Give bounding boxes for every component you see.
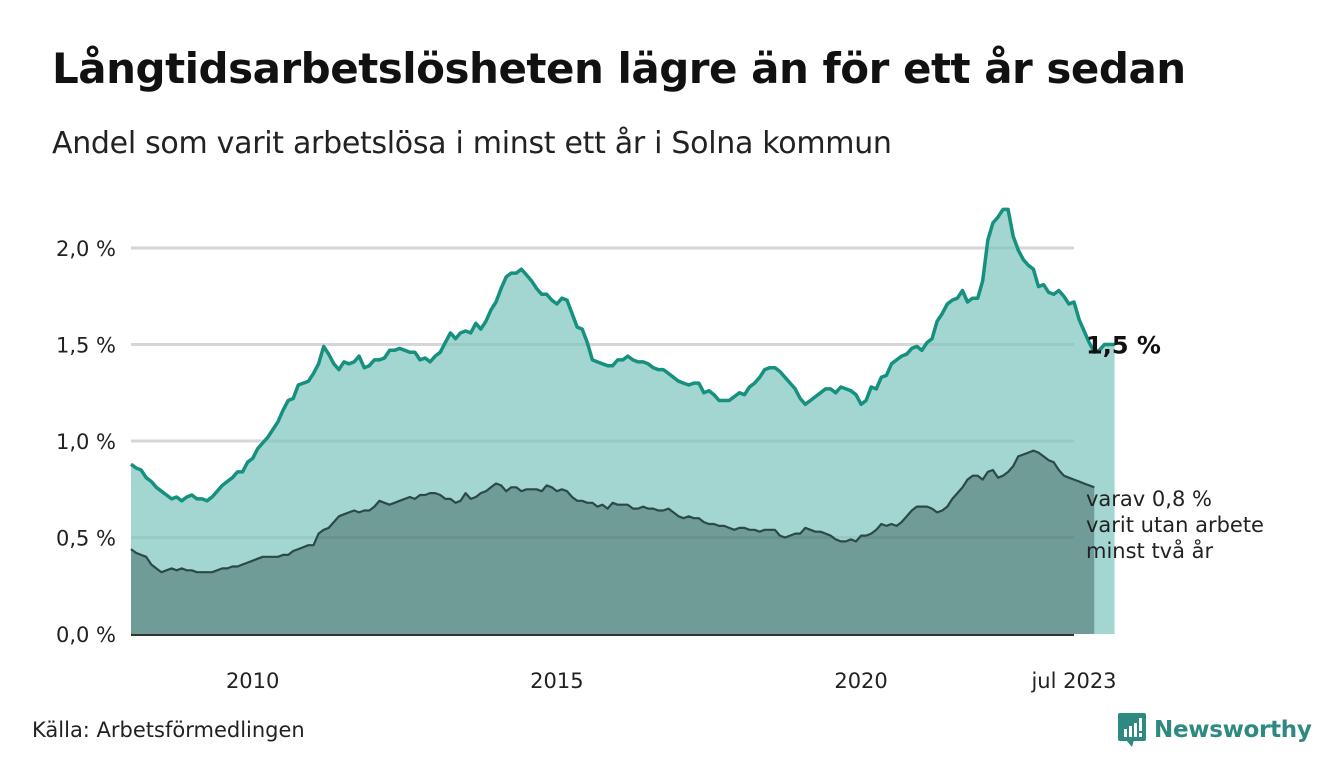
y-tick-label: 0,5 % bbox=[56, 527, 116, 551]
brand-name: Newsworthy bbox=[1154, 717, 1312, 743]
annotation-line: varav 0,8 % bbox=[1086, 487, 1212, 511]
x-tick-label: jul 2023 bbox=[1030, 669, 1116, 693]
x-tick-label: 2010 bbox=[226, 669, 279, 693]
y-tick-label: 1,5 % bbox=[56, 334, 116, 358]
newsworthy-logo[interactable]: Newsworthy bbox=[1118, 713, 1312, 747]
x-tick-label: 2020 bbox=[834, 669, 887, 693]
y-tick-label: 2,0 % bbox=[56, 237, 116, 261]
chart-title: Långtidsarbetslösheten lägre än för ett … bbox=[52, 44, 1186, 93]
gridlines-overlay bbox=[131, 246, 1074, 539]
x-tick-label: 2015 bbox=[530, 669, 583, 693]
lower-area bbox=[131, 450, 1095, 634]
upper-series-line bbox=[129, 207, 1115, 503]
y-axis-labels: 0,0 % 0,5 % 1,0 % 1,5 % 2,0 % bbox=[56, 237, 116, 647]
y-tick-label: 0,0 % bbox=[56, 623, 116, 647]
newsworthy-logo-icon bbox=[1118, 713, 1146, 747]
annotation-line: varit utan arbete bbox=[1086, 513, 1264, 537]
chart-subtitle: Andel som varit arbetslösa i minst ett å… bbox=[52, 126, 892, 161]
lower-series-line bbox=[130, 449, 1095, 574]
y-tick-label: 1,0 % bbox=[56, 430, 116, 454]
annotation-line: minst två år bbox=[1086, 538, 1214, 563]
x-axis-labels: 2010 2015 2020 jul 2023 bbox=[226, 669, 1117, 693]
upper-series-end-label: 1,5 % bbox=[1086, 332, 1161, 360]
source-note: Källa: Arbetsförmedlingen bbox=[32, 718, 305, 742]
